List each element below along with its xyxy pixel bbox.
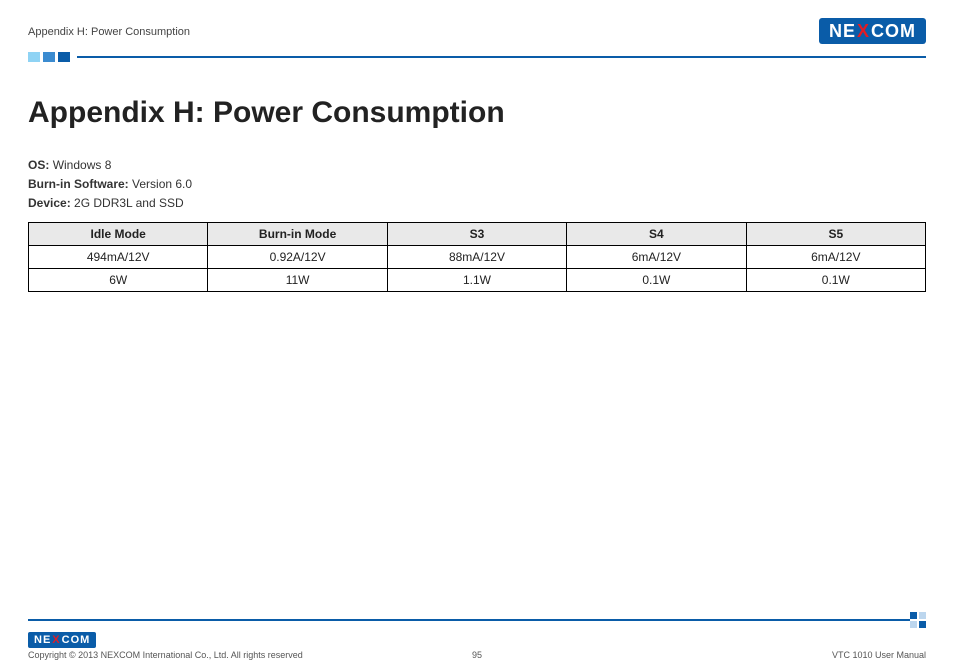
table-cell: 88mA/12V — [387, 245, 566, 268]
table-row: 494mA/12V 0.92A/12V 88mA/12V 6mA/12V 6mA… — [29, 245, 926, 268]
logo-text-right: COM — [871, 22, 916, 40]
logo-text-x: X — [856, 22, 871, 40]
table-cell: 6mA/12V — [746, 245, 925, 268]
meta-burnin-label: Burn-in Software: — [28, 177, 129, 191]
logo-text-left: NE — [829, 22, 856, 40]
meta-device-label: Device: — [28, 196, 71, 210]
meta-device-value: 2G DDR3L and SSD — [74, 196, 184, 210]
table-cell: 494mA/12V — [29, 245, 208, 268]
footer-logo-x: X — [51, 634, 61, 646]
table-cell: 0.1W — [746, 268, 925, 291]
table-cell: 6mA/12V — [567, 245, 746, 268]
table-header-cell: Idle Mode — [29, 222, 208, 245]
table-cell: 0.92A/12V — [208, 245, 387, 268]
meta-os-label: OS: — [28, 158, 49, 172]
header-square-icon — [28, 52, 40, 62]
footer-logo-right: COM — [62, 634, 91, 646]
footer-page-number: 95 — [28, 650, 926, 660]
brand-logo: NEXCOM — [819, 18, 926, 44]
footer-logo: NEXCOM — [28, 632, 96, 648]
footer-rule — [28, 612, 926, 628]
footer-logo-left: NE — [34, 634, 51, 646]
page-title: Appendix H: Power Consumption — [28, 96, 926, 130]
header-rule — [28, 52, 926, 62]
header-section-label: Appendix H: Power Consumption — [28, 26, 190, 44]
table-cell: 0.1W — [567, 268, 746, 291]
meta-burnin-value: Version 6.0 — [132, 177, 192, 191]
header-square-icon — [58, 52, 70, 62]
table-header-cell: S4 — [567, 222, 746, 245]
meta-os-value: Windows 8 — [53, 158, 112, 172]
table-cell: 1.1W — [387, 268, 566, 291]
table-cell: 11W — [208, 268, 387, 291]
table-row: 6W 11W 1.1W 0.1W 0.1W — [29, 268, 926, 291]
meta-block: OS: Windows 8 Burn-in Software: Version … — [28, 156, 926, 214]
table-cell: 6W — [29, 268, 208, 291]
table-header-row: Idle Mode Burn-in Mode S3 S4 S5 — [29, 222, 926, 245]
table-header-cell: S3 — [387, 222, 566, 245]
power-table: Idle Mode Burn-in Mode S3 S4 S5 494mA/12… — [28, 222, 926, 292]
table-header-cell: Burn-in Mode — [208, 222, 387, 245]
header-square-icon — [43, 52, 55, 62]
footer-squares-icon — [910, 612, 926, 628]
table-header-cell: S5 — [746, 222, 925, 245]
